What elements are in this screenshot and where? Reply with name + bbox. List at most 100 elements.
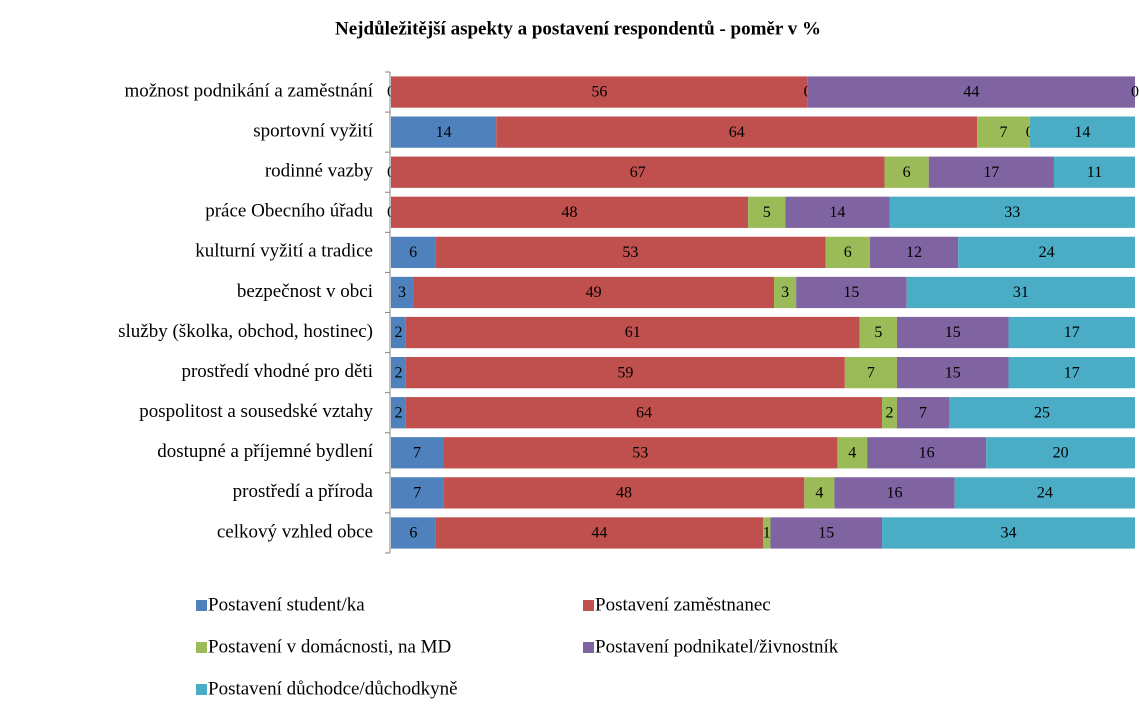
data-label: 44 <box>591 525 607 542</box>
data-label: 15 <box>945 364 961 381</box>
bar-segment <box>435 236 826 269</box>
bar-segment <box>825 236 870 269</box>
data-label: 7 <box>999 124 1007 141</box>
data-label: 53 <box>632 444 648 461</box>
data-label: 5 <box>874 324 882 341</box>
bar-segment <box>391 437 444 469</box>
bar-segment <box>834 477 955 509</box>
category-label: služby (školka, obchod, hostinec) <box>118 321 373 342</box>
bar-segment <box>413 276 775 309</box>
data-label: 17 <box>1064 324 1080 341</box>
legend-swatch <box>583 642 594 653</box>
bar-segment <box>443 477 805 509</box>
bar-segment <box>1029 116 1135 148</box>
data-label: 59 <box>617 364 633 381</box>
data-label: 12 <box>906 244 922 261</box>
bar-segment <box>928 156 1054 188</box>
chart-title: Nejdůležitější aspekty a postavení respo… <box>335 18 821 39</box>
data-label: 6 <box>409 244 417 261</box>
data-label: 1 <box>763 525 771 542</box>
bar-segment <box>391 397 406 429</box>
bar-segment <box>889 196 1135 228</box>
data-label: 4 <box>848 444 856 461</box>
legend-swatch <box>583 600 594 611</box>
category-label: sportovní vyžití <box>253 120 374 141</box>
bar-segment <box>796 276 907 309</box>
bar-segment <box>958 236 1135 269</box>
data-label: 24 <box>1037 485 1053 502</box>
data-label: 49 <box>586 284 602 301</box>
legend-label: Postavení důchodce/důchodkyně <box>208 678 458 699</box>
bar-segment <box>867 437 987 469</box>
category-label: kulturní vyžití a tradice <box>195 241 373 262</box>
bar-segment <box>435 517 763 549</box>
data-label: 7 <box>413 444 421 461</box>
bar-segment <box>391 517 436 549</box>
bar-segment <box>859 316 897 349</box>
category-label: bezpečnost v obci <box>237 281 373 302</box>
legend-swatch <box>196 684 207 695</box>
data-label: 2 <box>885 404 893 421</box>
data-label: 2 <box>394 324 402 341</box>
bar-segment <box>391 196 749 228</box>
bar-segment <box>977 116 1030 148</box>
bar-segment <box>763 517 771 549</box>
data-label: 3 <box>781 284 789 301</box>
bar-segment <box>391 116 497 148</box>
data-label: 11 <box>1087 164 1102 181</box>
bar-segment <box>391 236 436 269</box>
bar-segment <box>1008 356 1135 389</box>
data-label: 4 <box>815 485 823 502</box>
category-label: celkový vzhled obce <box>217 521 373 542</box>
bar-segment <box>986 437 1135 469</box>
data-label: 67 <box>630 164 646 181</box>
data-label: 17 <box>983 164 999 181</box>
data-label: 6 <box>409 525 417 542</box>
data-label: 20 <box>1053 444 1069 461</box>
bar-segment <box>391 76 808 108</box>
category-label: dostupné a příjemné bydlení <box>157 441 374 462</box>
data-label: 31 <box>1013 284 1029 301</box>
data-label: 2 <box>394 364 402 381</box>
category-label: prostředí a příroda <box>233 481 374 502</box>
data-label: 16 <box>919 444 935 461</box>
bar-segment <box>391 477 444 509</box>
bar-segment <box>391 356 406 389</box>
bar-segment <box>884 156 929 188</box>
legend-label: Postavení student/ka <box>208 594 365 615</box>
data-label: 48 <box>562 204 578 221</box>
bar-segment <box>785 196 890 228</box>
bar-segment <box>391 156 885 188</box>
bar-segment <box>949 397 1135 429</box>
data-label: 24 <box>1039 244 1055 261</box>
bar-segment <box>774 276 797 309</box>
data-label: 7 <box>867 364 875 381</box>
data-label: 44 <box>963 84 979 101</box>
bar-segment <box>807 76 1135 108</box>
data-label: 6 <box>903 164 911 181</box>
data-label: 14 <box>829 204 845 221</box>
category-label: prostředí vhodné pro děti <box>181 361 373 382</box>
legend-swatch <box>196 642 207 653</box>
data-label: 16 <box>887 485 903 502</box>
data-label: 7 <box>413 485 421 502</box>
data-label: 14 <box>436 124 452 141</box>
data-label: 34 <box>1001 525 1017 542</box>
data-label: 2 <box>394 404 402 421</box>
bar-segment <box>844 356 897 389</box>
legend-label: Postavení v domácnosti, na MD <box>208 636 451 657</box>
bar-segment <box>882 397 897 429</box>
data-label: 0 <box>1131 84 1139 101</box>
bar-segment <box>770 517 883 549</box>
bar-segment <box>837 437 868 469</box>
legend-label: Postavení podnikatel/živnostník <box>595 636 839 657</box>
category-label: pospolitost a sousedské vztahy <box>139 401 373 422</box>
data-label: 56 <box>591 84 607 101</box>
bar-segment <box>405 356 845 389</box>
data-label: 48 <box>616 485 632 502</box>
bar-segment <box>405 397 883 429</box>
bar-segment <box>443 437 838 469</box>
bar-segment <box>391 316 406 349</box>
